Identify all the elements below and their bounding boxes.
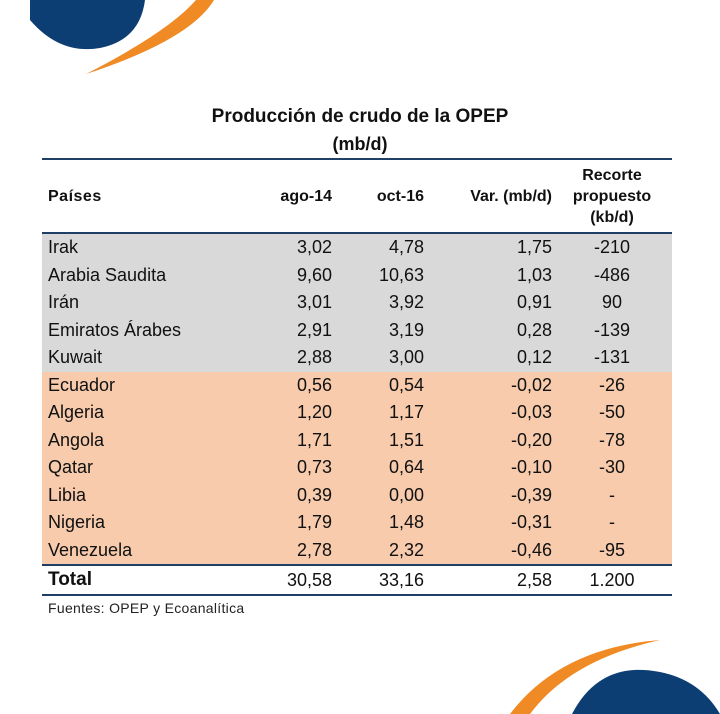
ago14-cell: 1,71: [296, 429, 332, 450]
proposed-cut-cell: -: [609, 484, 615, 505]
proposed-cut-cell: -139: [593, 319, 631, 340]
header-variation: Var. (mb/d): [470, 187, 552, 205]
table-row: Irán 3,01 3,92 0,91 90: [42, 289, 672, 317]
table-top-rule: [42, 158, 672, 160]
header-proposed-cut: Recorte propuesto (kb/d): [572, 166, 652, 226]
variation-cell: -0,20: [510, 429, 552, 450]
ago14-cell: 1,20: [296, 402, 332, 423]
oct16-cell: 0,64: [388, 457, 424, 478]
proposed-cut-cell: -95: [598, 539, 625, 560]
variation-cell: -0,02: [510, 374, 552, 395]
ago14-cell: 2,88: [296, 347, 332, 368]
table-title: Producción de crudo de la OPEP: [211, 106, 509, 127]
oct16-cell: 4,78: [388, 237, 424, 258]
country-cell: Nigeria: [48, 512, 106, 533]
country-cell: Algeria: [48, 402, 105, 423]
total-row: Total 30,58 33,16 2,58 1.200: [42, 566, 672, 594]
orange-swoosh-bottom: [510, 640, 660, 714]
oct16-cell: 3,00: [388, 347, 424, 368]
blue-circle-bottom: [572, 669, 720, 714]
country-cell: Ecuador: [48, 374, 116, 395]
opep-production-table: Países ago-14 oct-16 Var. (mb/d) Recorte…: [42, 158, 672, 596]
oct16-cell: 3,19: [388, 319, 424, 340]
table-row: Algeria 1,20 1,17 -0,03 -50: [42, 399, 672, 427]
variation-cell: 1,03: [516, 264, 552, 285]
ago14-cell: 3,01: [296, 292, 332, 313]
oct16-cell: 0,00: [388, 484, 424, 505]
table-row: Nigeria 1,79 1,48 -0,31 -: [42, 509, 672, 537]
table-row: Irak 3,02 4,78 1,75 -210: [42, 234, 672, 262]
source-note: Fuentes: OPEP y Ecoanalítica: [48, 600, 245, 616]
variation-cell: -0,03: [510, 402, 552, 423]
table-row: Emiratos Árabes 2,91 3,19 0,28 -139: [42, 316, 672, 344]
header-rule: [42, 232, 672, 234]
proposed-cut-cell: -131: [593, 347, 631, 368]
oct16-cell: 3,92: [388, 292, 424, 313]
ago14-cell: 0,56: [296, 374, 332, 395]
proposed-cut-cell: -210: [593, 237, 631, 258]
ago14-cell: 3,02: [296, 237, 332, 258]
proposed-cut-cell: -50: [598, 402, 625, 423]
header-countries: Países: [48, 187, 102, 205]
oct16-cell: 1,17: [388, 402, 424, 423]
variation-cell: -0,10: [510, 457, 552, 478]
table-subtitle: (mb/d): [332, 134, 388, 154]
total-variation: 2,58: [516, 569, 552, 590]
country-cell: Libia: [48, 484, 87, 505]
table-row: Angola 1,71 1,51 -0,20 -78: [42, 426, 672, 454]
oct16-cell: 2,32: [388, 539, 424, 560]
total-oct16: 33,16: [378, 569, 424, 590]
variation-cell: 0,91: [516, 292, 552, 313]
total-top-rule: [42, 564, 672, 566]
table-body: Irak 3,02 4,78 1,75 -210 Arabia Saudita 9,60 10…: [42, 234, 672, 564]
blue-circle-top: [30, 0, 145, 50]
country-cell: Irán: [48, 292, 80, 313]
header-oct16: oct-16: [376, 187, 424, 205]
total-label: Total: [48, 569, 92, 590]
proposed-cut-cell: -486: [593, 264, 631, 285]
variation-cell: -0,31: [510, 512, 552, 533]
ago14-cell: 0,39: [296, 484, 332, 505]
ago14-cell: 2,91: [296, 319, 332, 340]
proposed-cut-cell: -30: [598, 457, 625, 478]
ago14-cell: 2,78: [296, 539, 332, 560]
country-cell: Angola: [48, 429, 105, 450]
country-cell: Kuwait: [48, 347, 103, 368]
table-row: Venezuela 2,78 2,32 -0,46 -95: [42, 536, 672, 564]
variation-cell: -0,46: [510, 539, 552, 560]
oct16-cell: 10,63: [378, 264, 424, 285]
table-row: Kuwait 2,88 3,00 0,12 -131: [42, 344, 672, 372]
variation-cell: 1,75: [516, 237, 552, 258]
table-row: Qatar 0,73 0,64 -0,10 -30: [42, 454, 672, 482]
oct16-cell: 0,54: [388, 374, 424, 395]
table-row: Libia 0,39 0,00 -0,39 -: [42, 481, 672, 509]
variation-cell: -0,39: [510, 484, 552, 505]
country-cell: Arabia Saudita: [48, 264, 167, 285]
proposed-cut-cell: 90: [601, 292, 623, 313]
country-cell: Qatar: [48, 457, 94, 478]
ago14-cell: 9,60: [296, 264, 332, 285]
country-cell: Venezuela: [48, 539, 133, 560]
ago14-cell: 1,79: [296, 512, 332, 533]
proposed-cut-cell: -: [609, 512, 615, 533]
total-proposed-cut: 1.200: [589, 569, 635, 590]
country-cell: Irak: [48, 237, 79, 258]
proposed-cut-cell: -26: [598, 374, 625, 395]
variation-cell: 0,28: [516, 319, 552, 340]
table-bottom-rule: [42, 594, 672, 596]
variation-cell: 0,12: [516, 347, 552, 368]
table-row: Ecuador 0,56 0,54 -0,02 -26: [42, 371, 672, 399]
proposed-cut-cell: -78: [598, 429, 625, 450]
table-row: Arabia Saudita 9,60 10,63 1,03 -486: [42, 261, 672, 289]
country-cell: Emiratos Árabes: [48, 319, 182, 340]
table-header-row: Países ago-14 oct-16 Var. (mb/d) Recorte…: [42, 160, 672, 232]
orange-swoosh-top: [86, 0, 214, 74]
ago14-cell: 0,73: [296, 457, 332, 478]
header-ago14: ago-14: [280, 187, 332, 205]
oct16-cell: 1,51: [388, 429, 424, 450]
total-ago14: 30,58: [286, 569, 332, 590]
oct16-cell: 1,48: [388, 512, 424, 533]
